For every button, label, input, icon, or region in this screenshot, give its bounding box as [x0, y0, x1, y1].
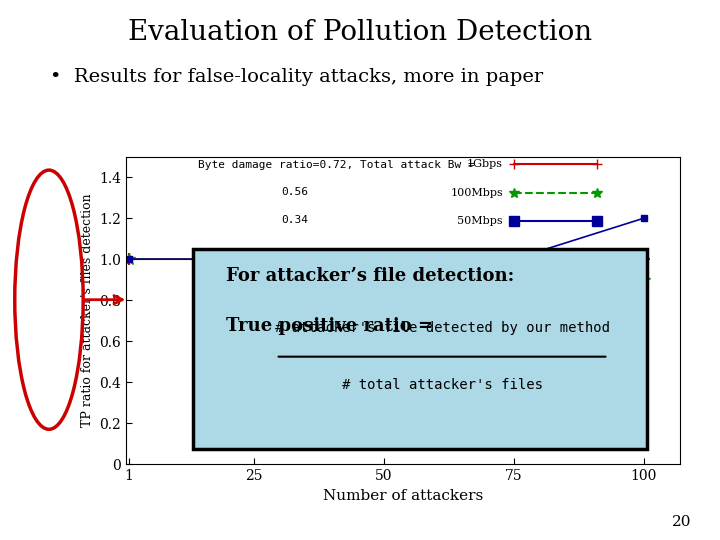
- Text: Evaluation of Pollution Detection: Evaluation of Pollution Detection: [128, 19, 592, 46]
- Text: 1Gbps: 1Gbps: [467, 159, 503, 170]
- Text: # attacker's file detected by our method: # attacker's file detected by our method: [274, 321, 610, 335]
- Text: 0.34: 0.34: [282, 215, 308, 225]
- Text: For attacker’s file detection:: For attacker’s file detection:: [226, 267, 514, 286]
- Text: True positive ratio =: True positive ratio =: [226, 316, 433, 335]
- Text: 0.56: 0.56: [282, 187, 308, 198]
- Text: 50Mbps: 50Mbps: [457, 216, 503, 226]
- X-axis label: Number of attackers: Number of attackers: [323, 489, 483, 503]
- Text: •  Results for false-locality attacks, more in paper: • Results for false-locality attacks, mo…: [50, 68, 544, 85]
- Y-axis label: TP ratio for attacker's files detection: TP ratio for attacker's files detection: [81, 194, 94, 427]
- Text: 20: 20: [672, 515, 691, 529]
- Text: 100Mbps: 100Mbps: [450, 187, 503, 198]
- Text: Byte damage ratio=0.72, Total attack Bw =: Byte damage ratio=0.72, Total attack Bw …: [198, 160, 474, 170]
- FancyBboxPatch shape: [192, 249, 647, 449]
- Text: # total attacker's files: # total attacker's files: [341, 378, 542, 392]
